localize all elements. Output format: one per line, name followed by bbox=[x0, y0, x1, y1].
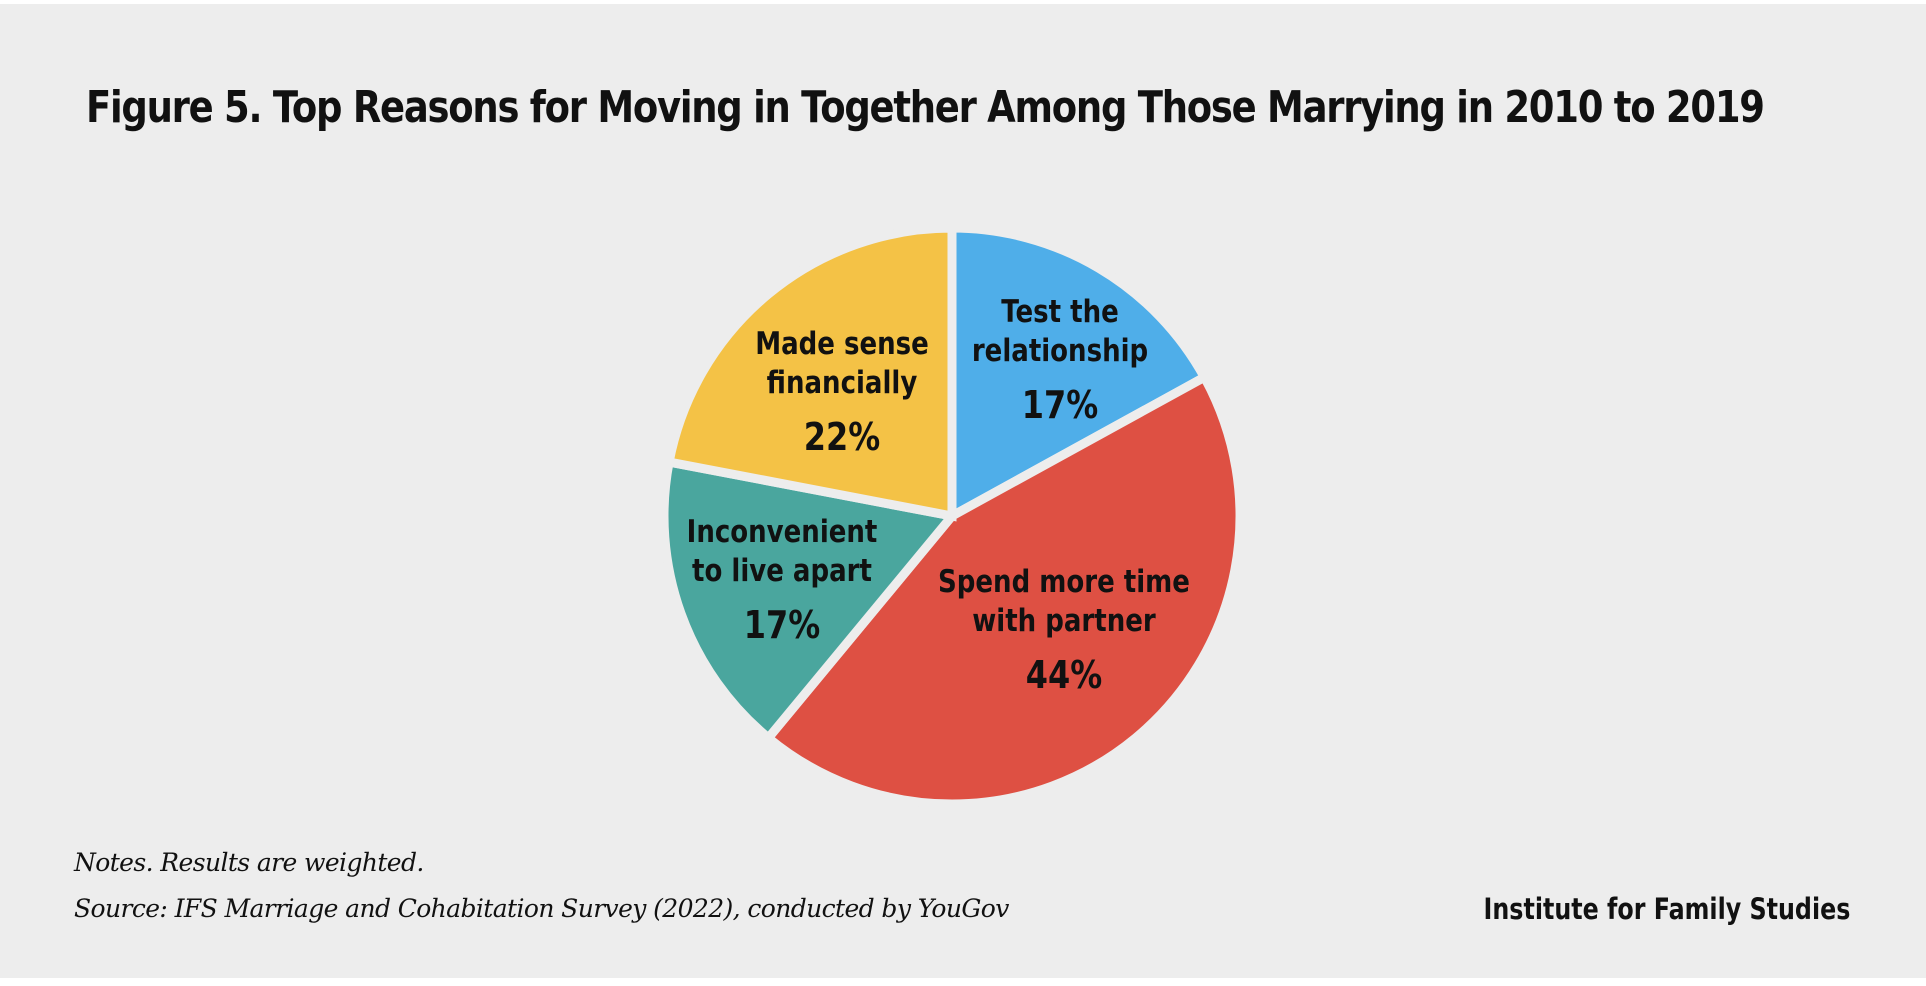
chart-source: Source: IFS Marriage and Cohabitation Su… bbox=[74, 894, 1009, 923]
slice-value-label: 44% bbox=[1026, 653, 1102, 697]
slice-label-line: Inconvenient bbox=[687, 513, 878, 550]
pie-slice-financial bbox=[663, 223, 957, 522]
slice-label-line: Test the bbox=[1001, 293, 1119, 330]
slice-label-line: with partner bbox=[972, 602, 1156, 639]
slice-label-line: financially bbox=[767, 364, 918, 401]
slice-label-line: relationship bbox=[972, 332, 1148, 369]
pie-slice-inconvenient bbox=[659, 456, 961, 745]
publisher-brand: Institute for Family Studies bbox=[1483, 892, 1850, 926]
pie-slice-spend-time bbox=[762, 371, 1245, 809]
chart-notes: Notes. Results are weighted. bbox=[74, 848, 424, 877]
slice-label-line: Spend more time bbox=[938, 563, 1190, 600]
slice-label-line: to live apart bbox=[692, 552, 872, 589]
slice-value-label: 17% bbox=[744, 603, 820, 647]
pie-slice-test-relationship bbox=[947, 223, 1211, 524]
slice-value-label: 17% bbox=[1022, 383, 1098, 427]
slice-label-line: Made sense bbox=[755, 325, 929, 362]
slice-value-label: 22% bbox=[804, 415, 880, 459]
chart-title: Figure 5. Top Reasons for Moving in Toge… bbox=[86, 82, 1765, 133]
